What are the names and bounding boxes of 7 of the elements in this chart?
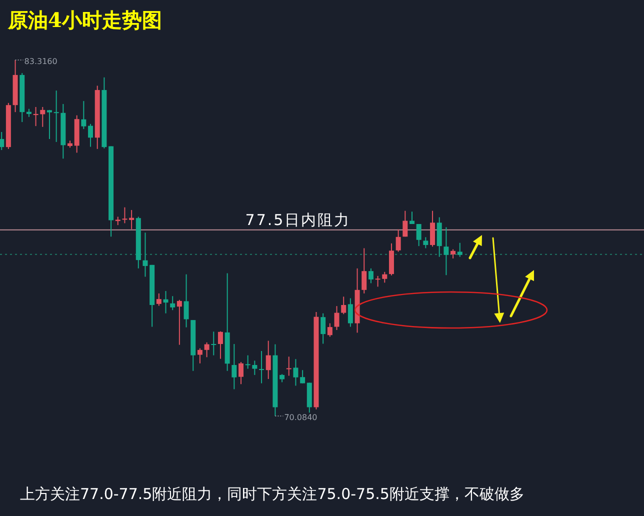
- ref-line-label: 77.5日内阻力: [245, 210, 351, 229]
- annotation: 70.0840: [274, 413, 318, 422]
- text: 上方关注77.0-77.5附近阻力，同时下方关注75.0-75.5附近支撑，不破做多: [20, 485, 524, 503]
- annotation: 70.0840: [284, 413, 318, 422]
- annotation: 83.3160: [24, 57, 58, 66]
- annotation: 83.3160: [14, 57, 58, 66]
- chart-title: 原油4小时走势图: [7, 8, 162, 32]
